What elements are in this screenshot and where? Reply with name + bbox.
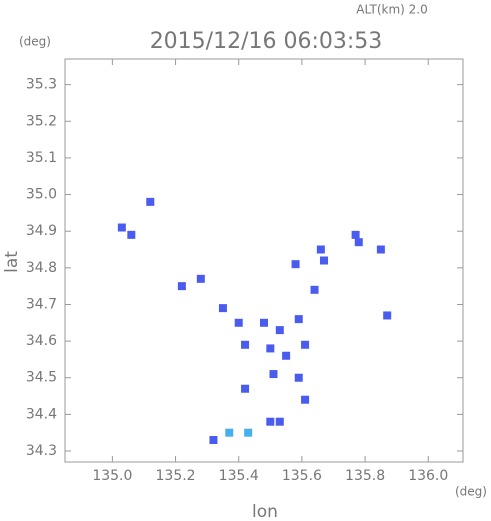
echo <box>241 340 250 349</box>
echo <box>294 315 303 324</box>
y-tick-label: 35.3 <box>26 77 57 93</box>
altitude: ALT(km) 2.0 <box>356 3 427 17</box>
echo <box>244 428 253 437</box>
chart-title: 2015/12/16 06:03:53 <box>150 29 383 54</box>
echo <box>266 344 275 353</box>
echo <box>234 318 243 327</box>
echo <box>275 326 284 335</box>
echo <box>196 274 205 283</box>
y-axis-label: lat <box>2 251 22 273</box>
x-tick-label: 135.4 <box>219 468 259 484</box>
echo <box>177 282 186 291</box>
y-tick-label: 35.2 <box>26 113 57 129</box>
echo <box>301 340 310 349</box>
echo <box>266 417 275 426</box>
echo <box>117 223 126 232</box>
echo <box>351 230 360 239</box>
echo <box>316 245 325 254</box>
y-tick-label: 34.7 <box>26 296 57 312</box>
x-tick-label: 136.0 <box>408 468 448 484</box>
y-tick-label: 34.3 <box>26 443 57 459</box>
echo <box>275 417 284 426</box>
echo <box>260 318 268 327</box>
echo <box>146 197 155 206</box>
echo <box>310 285 319 294</box>
echo <box>376 245 385 254</box>
echo <box>320 256 329 265</box>
echo <box>282 351 291 360</box>
echo <box>127 230 136 239</box>
x-tick-label: 135.2 <box>156 468 196 484</box>
echo <box>301 395 310 404</box>
x-tick-label: 135.0 <box>92 468 132 484</box>
y-tick-label: 34.9 <box>26 223 57 239</box>
y-unit: (deg) <box>19 35 51 49</box>
x-tick-label: 135.6 <box>282 468 322 484</box>
echo <box>294 373 303 382</box>
echo <box>209 436 218 445</box>
echo <box>269 370 278 379</box>
echo <box>218 304 227 313</box>
echo <box>354 238 363 247</box>
echo <box>383 311 392 320</box>
plot-frame <box>64 58 464 463</box>
y-tick-label: 34.8 <box>26 260 57 276</box>
y-tick-label: 34.5 <box>26 370 57 386</box>
echo <box>291 260 300 269</box>
echo <box>225 428 234 437</box>
x-tick-label: 135.8 <box>345 468 385 484</box>
y-tick-label: 34.6 <box>26 333 57 349</box>
y-tick-label: 35.1 <box>26 150 57 166</box>
echo <box>241 384 250 393</box>
y-tick-label: 35.0 <box>26 187 57 203</box>
x-axis-label: lon <box>252 502 278 521</box>
y-tick-label: 34.4 <box>26 406 57 422</box>
x-unit: (deg) <box>455 485 487 499</box>
